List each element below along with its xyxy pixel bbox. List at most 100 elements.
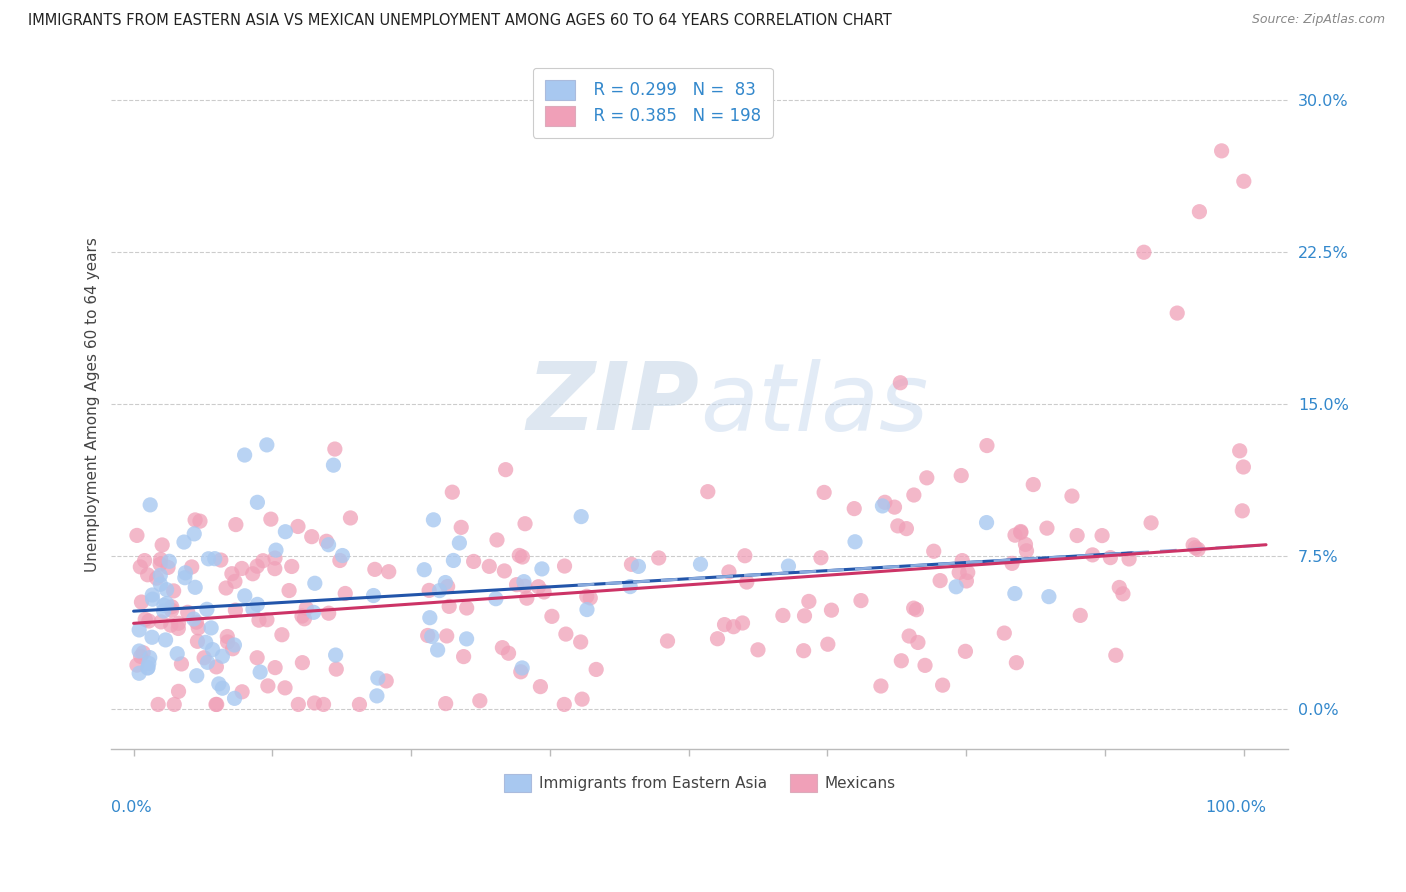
Point [315,534,337,549]
Point [131,595,153,609]
Point [903,488,925,502]
Point [915,471,938,485]
Text: ZIP: ZIP [527,359,700,450]
Point [221,566,243,581]
Point [734,549,756,563]
Point [136,661,159,675]
Point [252,554,274,568]
Point [221,641,243,656]
Point [889,376,911,390]
Point [434,697,457,711]
Point [201,642,224,657]
Point [205,698,228,712]
Point [1005,656,1028,670]
Point [1182,538,1205,552]
Point [318,606,340,620]
Point [136,567,159,582]
Point [197,551,219,566]
Point [301,530,323,544]
Point [159,618,181,632]
Point [141,630,163,644]
Point [264,543,287,558]
Text: atlas: atlas [700,359,928,450]
Point [318,538,340,552]
Point [134,553,156,567]
Point [529,680,551,694]
Point [569,635,592,649]
Point [138,650,160,665]
Point [1010,524,1032,539]
Point [1038,590,1060,604]
Point [478,559,501,574]
Point [139,498,162,512]
Point [349,698,371,712]
Point [1022,477,1045,491]
Point [872,499,894,513]
Point [187,621,209,635]
Point [449,536,471,550]
Point [1140,516,1163,530]
Point [948,566,970,580]
Point [242,566,264,581]
Point [1133,245,1156,260]
Point [413,563,436,577]
Point [150,615,173,629]
Point [416,628,439,642]
Point [138,614,160,628]
Point [903,601,925,615]
Point [450,520,472,534]
Point [1069,608,1091,623]
Point [657,634,679,648]
Point [441,485,464,500]
Point [217,630,239,644]
Point [1232,504,1254,518]
Text: 0.0%: 0.0% [111,800,152,814]
Point [304,576,326,591]
Point [291,609,314,624]
Point [167,616,190,631]
Point [211,649,233,664]
Point [585,662,607,676]
Point [530,562,553,576]
Point [945,580,967,594]
Point [325,648,347,662]
Point [731,615,754,630]
Point [527,580,550,594]
Point [231,561,253,575]
Point [195,602,218,616]
Point [844,534,866,549]
Point [810,550,832,565]
Point [167,684,190,698]
Point [163,583,186,598]
Point [146,698,169,712]
Point [302,605,325,619]
Point [134,612,156,626]
Point [1081,548,1104,562]
Point [456,632,478,646]
Point [713,617,735,632]
Point [138,657,160,671]
Point [141,588,163,602]
Point [513,579,536,593]
Point [883,500,905,515]
Point [264,551,287,566]
Point [193,650,215,665]
Point [418,583,440,598]
Point [844,501,866,516]
Point [291,656,314,670]
Point [696,484,718,499]
Point [186,634,208,648]
Point [772,608,794,623]
Legend: Immigrants from Eastern Asia, Mexicans: Immigrants from Eastern Asia, Mexicans [496,766,904,800]
Point [287,698,309,712]
Point [156,597,179,611]
Point [167,622,190,636]
Point [554,559,576,574]
Point [231,685,253,699]
Point [648,551,671,566]
Point [157,554,180,568]
Point [247,613,270,627]
Point [955,644,977,658]
Point [363,589,385,603]
Point [579,591,602,605]
